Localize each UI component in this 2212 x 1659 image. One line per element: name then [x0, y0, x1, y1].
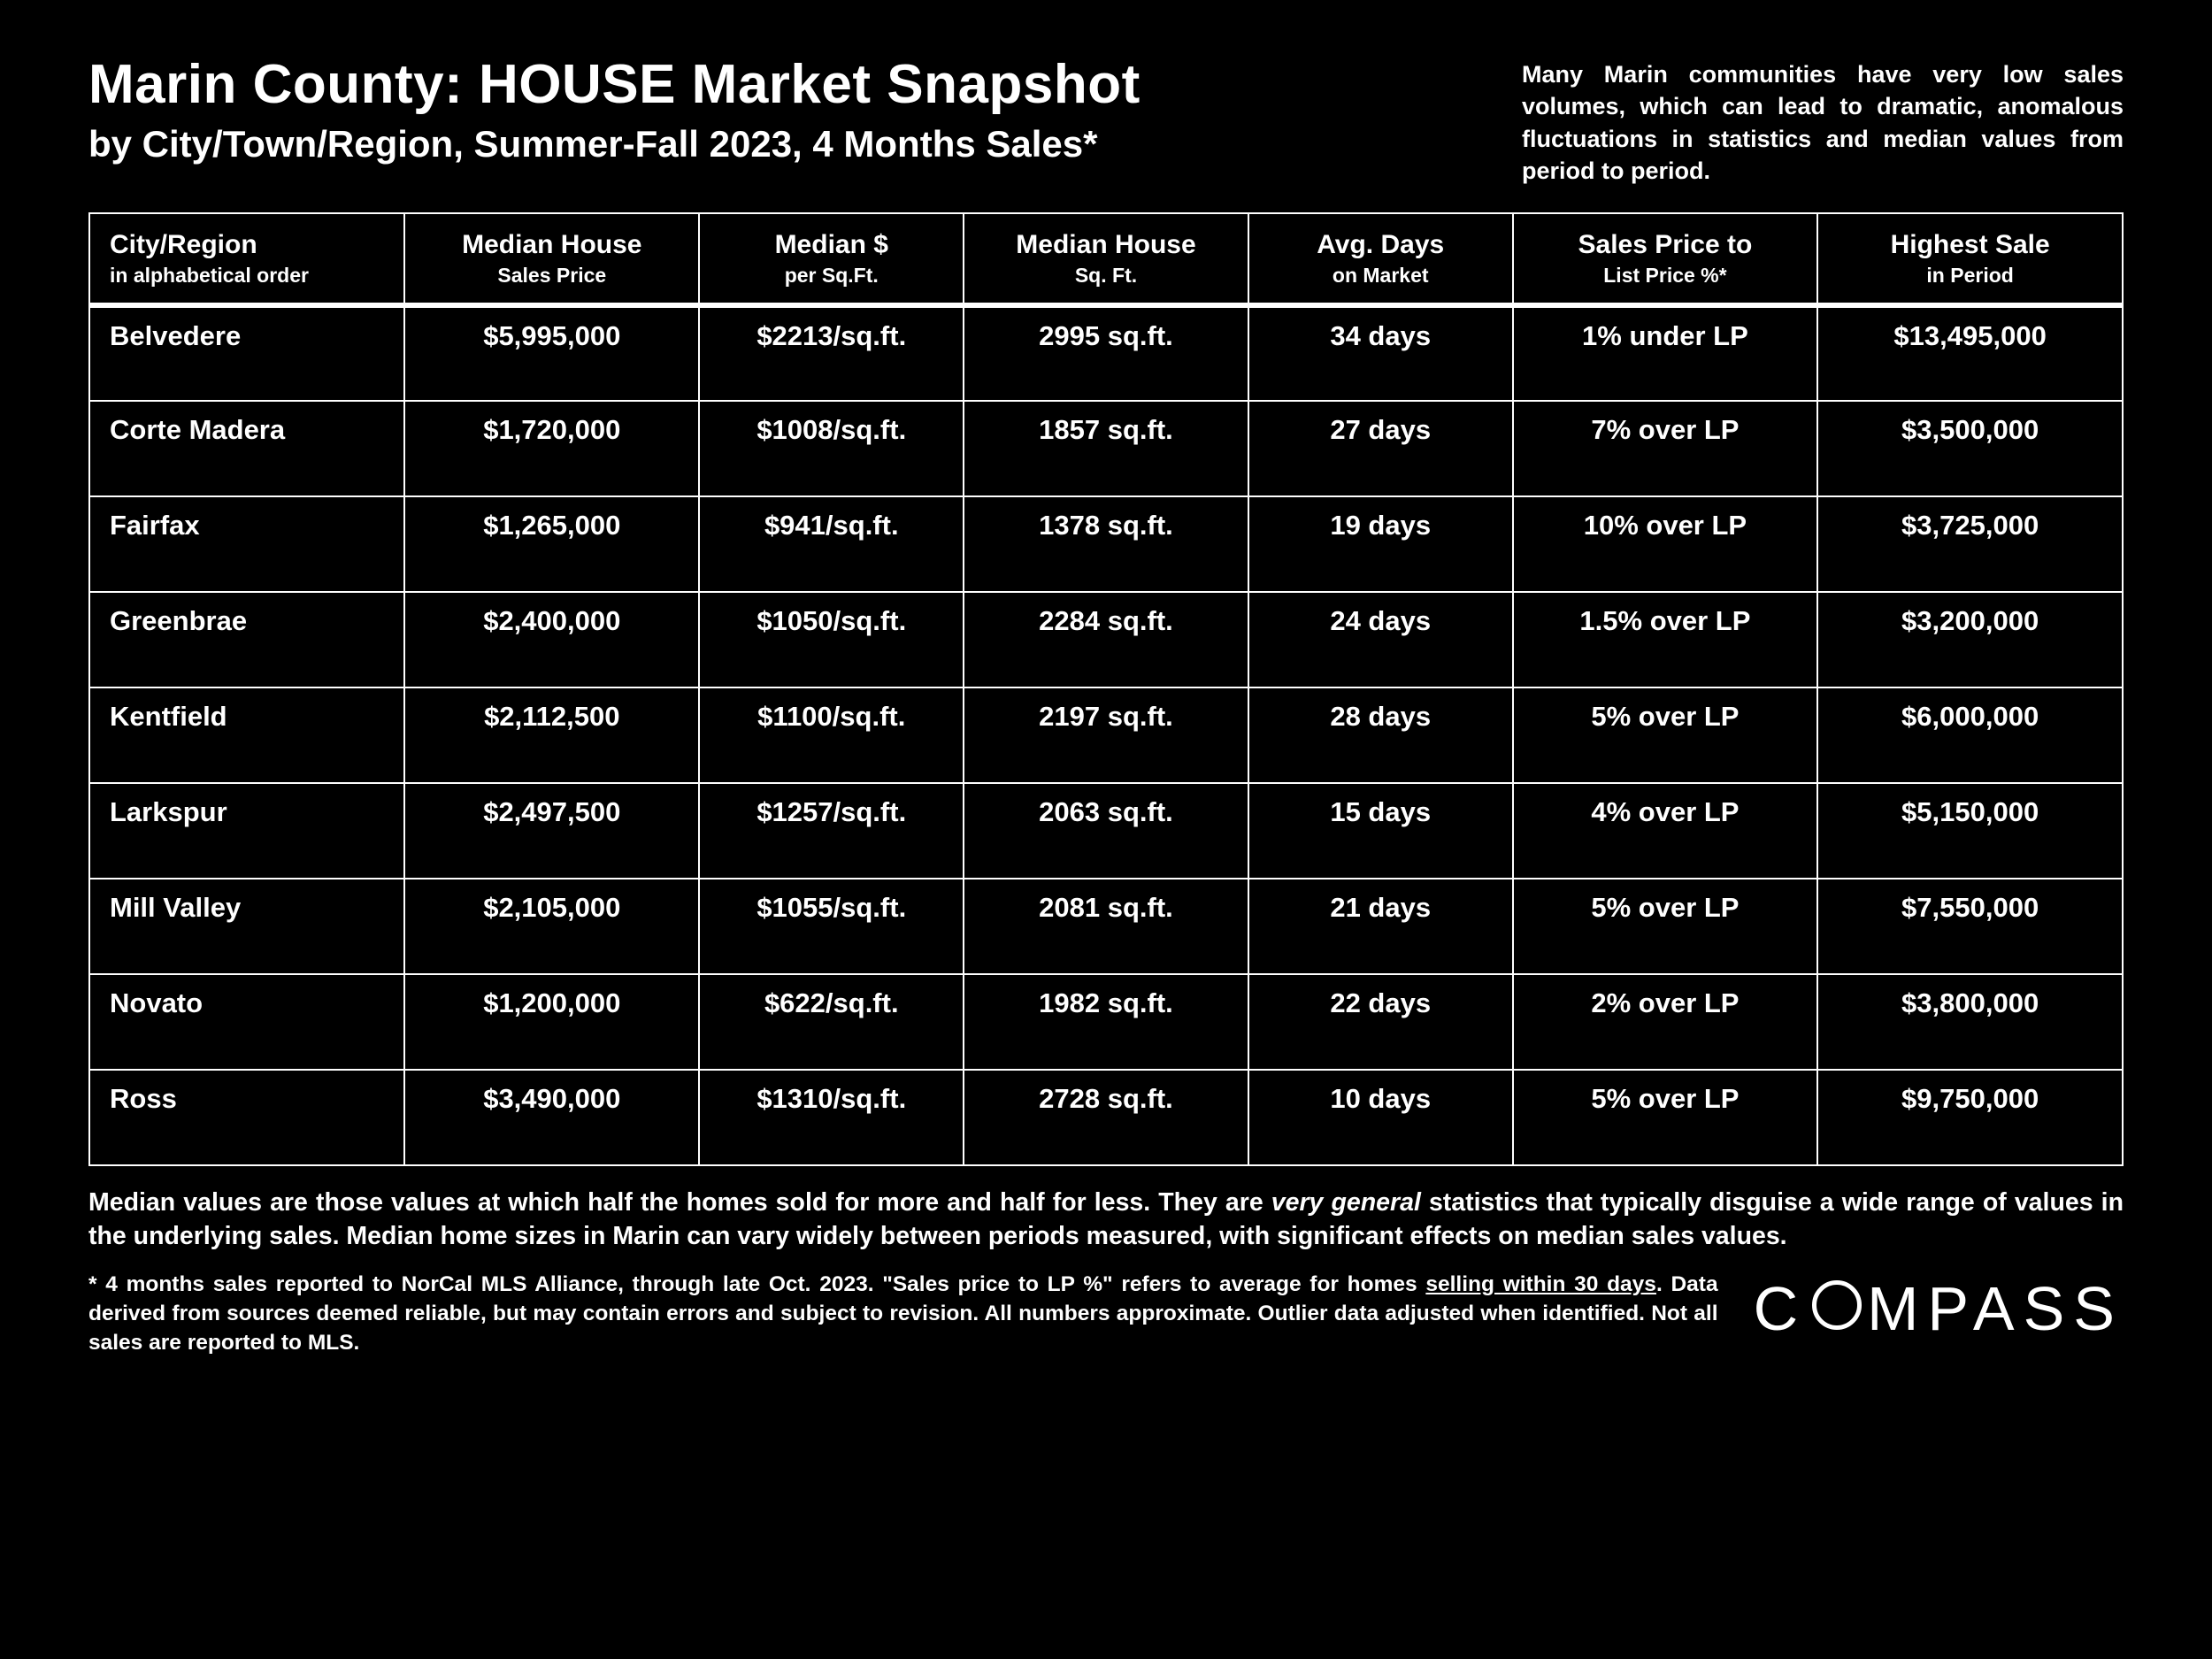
header-note: Many Marin communities have very low sal… [1522, 58, 2124, 188]
cell-psf: $1008/sq.ft. [699, 401, 964, 496]
table-row: Fairfax$1,265,000$941/sq.ft.1378 sq.ft.1… [89, 496, 2123, 592]
logo-text-pre: C [1754, 1273, 1808, 1344]
cell-days: 24 days [1248, 592, 1513, 687]
cell-days: 22 days [1248, 974, 1513, 1070]
logo-text-post: MPASS [1867, 1273, 2124, 1344]
cell-sqft: 2063 sq.ft. [964, 783, 1248, 879]
cell-psf: $1055/sq.ft. [699, 879, 964, 974]
col-median-psf: Median $per Sq.Ft. [699, 213, 964, 305]
cell-high: $3,200,000 [1817, 592, 2123, 687]
col-median-sqft: Median HouseSq. Ft. [964, 213, 1248, 305]
table-row: Corte Madera$1,720,000$1008/sq.ft.1857 s… [89, 401, 2123, 496]
cell-days: 10 days [1248, 1070, 1513, 1165]
compass-logo: C MPASS [1754, 1273, 2124, 1344]
table-row: Greenbrae$2,400,000$1050/sq.ft.2284 sq.f… [89, 592, 2123, 687]
cell-city: Mill Valley [89, 879, 404, 974]
cell-city: Greenbrae [89, 592, 404, 687]
table-row: Belvedere$5,995,000$2213/sq.ft.2995 sq.f… [89, 305, 2123, 401]
page-title: Marin County: HOUSE Market Snapshot [88, 53, 1141, 116]
cell-days: 34 days [1248, 305, 1513, 401]
cell-city: Corte Madera [89, 401, 404, 496]
cell-high: $13,495,000 [1817, 305, 2123, 401]
table-row: Ross$3,490,000$1310/sq.ft.2728 sq.ft.10 … [89, 1070, 2123, 1165]
cell-psf: $1257/sq.ft. [699, 783, 964, 879]
cell-price: $1,200,000 [404, 974, 699, 1070]
cell-psf: $622/sq.ft. [699, 974, 964, 1070]
cell-high: $9,750,000 [1817, 1070, 2123, 1165]
cell-high: $5,150,000 [1817, 783, 2123, 879]
col-city: City/Regionin alphabetical order [89, 213, 404, 305]
footnote-disclaimer: * 4 months sales reported to NorCal MLS … [88, 1270, 1718, 1357]
title-block: Marin County: HOUSE Market Snapshot by C… [88, 53, 1141, 165]
cell-sqft: 1982 sq.ft. [964, 974, 1248, 1070]
cell-price: $5,995,000 [404, 305, 699, 401]
cell-psf: $941/sq.ft. [699, 496, 964, 592]
cell-sqft: 2081 sq.ft. [964, 879, 1248, 974]
cell-city: Novato [89, 974, 404, 1070]
cell-days: 19 days [1248, 496, 1513, 592]
cell-price: $2,112,500 [404, 687, 699, 783]
cell-lp: 4% over LP [1513, 783, 1818, 879]
table-header-row: City/Regionin alphabetical order Median … [89, 213, 2123, 305]
cell-lp: 5% over LP [1513, 1070, 1818, 1165]
cell-lp: 7% over LP [1513, 401, 1818, 496]
cell-city: Belvedere [89, 305, 404, 401]
col-days-on-market: Avg. Dayson Market [1248, 213, 1513, 305]
cell-city: Kentfield [89, 687, 404, 783]
cell-sqft: 1378 sq.ft. [964, 496, 1248, 592]
cell-psf: $1050/sq.ft. [699, 592, 964, 687]
cell-lp: 2% over LP [1513, 974, 1818, 1070]
table-row: Mill Valley$2,105,000$1055/sq.ft.2081 sq… [89, 879, 2123, 974]
cell-high: $3,800,000 [1817, 974, 2123, 1070]
cell-psf: $1100/sq.ft. [699, 687, 964, 783]
header-row: Marin County: HOUSE Market Snapshot by C… [88, 53, 2124, 188]
bottom-row: * 4 months sales reported to NorCal MLS … [88, 1270, 2124, 1357]
cell-lp: 10% over LP [1513, 496, 1818, 592]
cell-price: $2,497,500 [404, 783, 699, 879]
cell-lp: 5% over LP [1513, 687, 1818, 783]
page-subtitle: by City/Town/Region, Summer-Fall 2023, 4… [88, 123, 1141, 165]
compass-o-icon [1812, 1280, 1862, 1330]
cell-lp: 1.5% over LP [1513, 592, 1818, 687]
cell-psf: $1310/sq.ft. [699, 1070, 964, 1165]
cell-psf: $2213/sq.ft. [699, 305, 964, 401]
cell-sqft: 2284 sq.ft. [964, 592, 1248, 687]
cell-high: $3,500,000 [1817, 401, 2123, 496]
cell-days: 15 days [1248, 783, 1513, 879]
cell-high: $7,550,000 [1817, 879, 2123, 974]
footnote-median: Median values are those values at which … [88, 1186, 2124, 1254]
cell-price: $1,265,000 [404, 496, 699, 592]
cell-high: $6,000,000 [1817, 687, 2123, 783]
table-row: Kentfield$2,112,500$1100/sq.ft.2197 sq.f… [89, 687, 2123, 783]
cell-days: 21 days [1248, 879, 1513, 974]
cell-city: Fairfax [89, 496, 404, 592]
cell-days: 27 days [1248, 401, 1513, 496]
cell-lp: 5% over LP [1513, 879, 1818, 974]
cell-lp: 1% under LP [1513, 305, 1818, 401]
cell-days: 28 days [1248, 687, 1513, 783]
cell-sqft: 2728 sq.ft. [964, 1070, 1248, 1165]
table-row: Larkspur$2,497,500$1257/sq.ft.2063 sq.ft… [89, 783, 2123, 879]
cell-price: $2,400,000 [404, 592, 699, 687]
cell-sqft: 2197 sq.ft. [964, 687, 1248, 783]
cell-price: $1,720,000 [404, 401, 699, 496]
cell-city: Ross [89, 1070, 404, 1165]
cell-high: $3,725,000 [1817, 496, 2123, 592]
col-median-price: Median HouseSales Price [404, 213, 699, 305]
cell-sqft: 2995 sq.ft. [964, 305, 1248, 401]
cell-city: Larkspur [89, 783, 404, 879]
cell-price: $2,105,000 [404, 879, 699, 974]
market-table: City/Regionin alphabetical order Median … [88, 212, 2124, 1166]
table-row: Novato$1,200,000$622/sq.ft.1982 sq.ft.22… [89, 974, 2123, 1070]
cell-price: $3,490,000 [404, 1070, 699, 1165]
cell-sqft: 1857 sq.ft. [964, 401, 1248, 496]
col-sp-to-lp: Sales Price toList Price %* [1513, 213, 1818, 305]
col-highest-sale: Highest Salein Period [1817, 213, 2123, 305]
